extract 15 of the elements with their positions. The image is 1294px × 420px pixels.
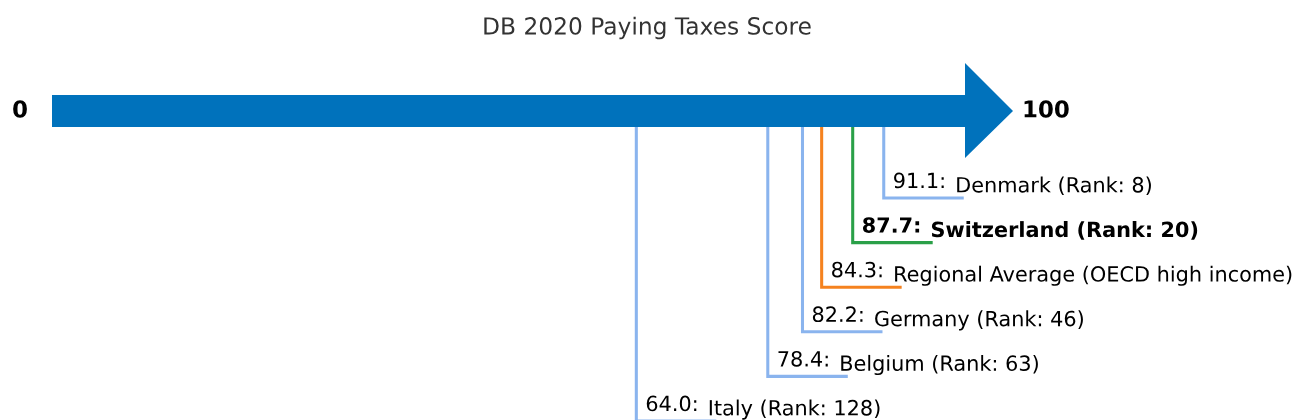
category-label: Switzerland (Rank: 20) [931,221,1198,240]
text: 0 [13,100,27,118]
category-label: Belgium (Rank: 63) [841,354,1038,376]
category-label: Italy (Rank: 128) [709,399,880,420]
data-label: 84.3: [832,261,882,278]
text: 100 [1024,100,1069,118]
data-label: 91.1: [894,172,944,189]
data-label: 78.4: [778,350,828,367]
category-label: Germany (Rank: 46) [875,310,1083,331]
data-label: 87.7: [862,217,920,233]
category-label: Denmark (Rank: 8) [957,176,1151,196]
text: DB 2020 Paying Taxes Score [484,16,811,40]
category-label: Regional Average (OECD high income) [895,265,1292,286]
data-label: 82.2: [812,306,863,323]
data-label: 64.0: [646,395,697,412]
